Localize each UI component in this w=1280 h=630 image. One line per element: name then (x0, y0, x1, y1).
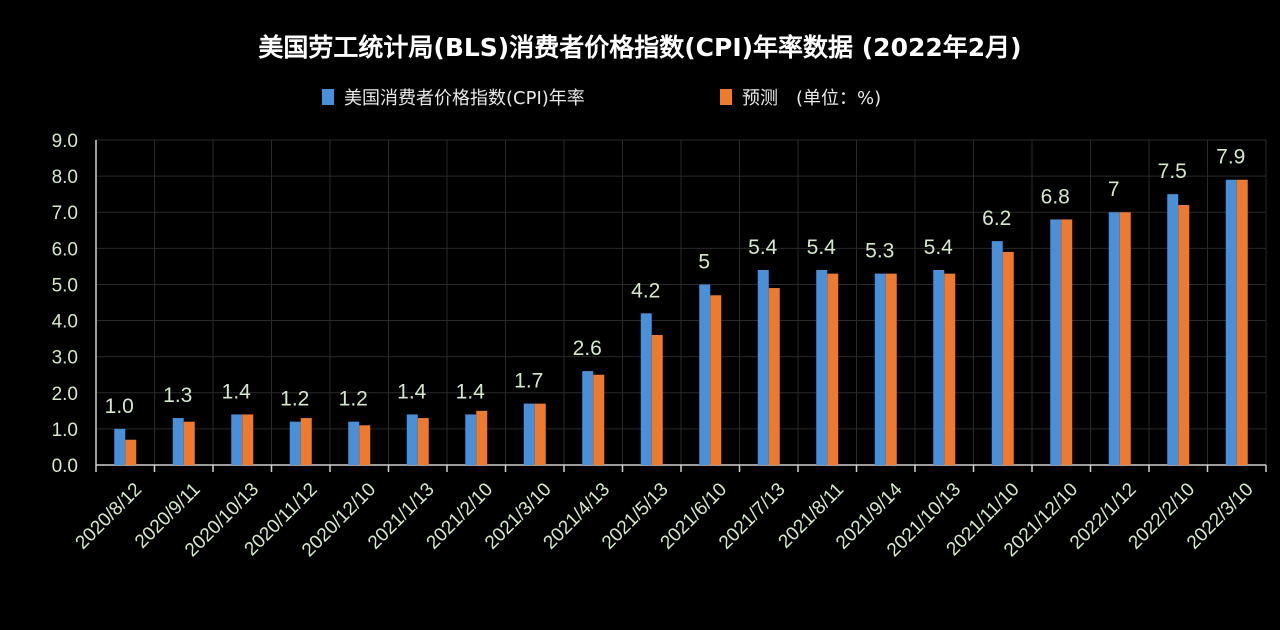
bar-forecast (183, 421, 195, 465)
y-tick-label: 8.0 (52, 167, 78, 188)
bar-forecast (359, 425, 371, 465)
data-label: 6.8 (1041, 185, 1070, 208)
data-label: 1.3 (163, 384, 192, 407)
bar-forecast (944, 273, 956, 465)
bar-forecast (1178, 205, 1190, 465)
data-label: 5.4 (748, 236, 778, 259)
bar-forecast (476, 410, 488, 465)
bar-cpi (991, 241, 1003, 465)
data-label: 5.4 (807, 236, 837, 259)
bar-cpi (757, 270, 769, 465)
bar-cpi (874, 273, 886, 465)
data-label: 5 (698, 250, 710, 273)
bar-forecast (1061, 219, 1073, 465)
y-tick-label: 7.0 (52, 203, 78, 224)
bar-cpi (1050, 219, 1062, 465)
bar-forecast (1002, 251, 1014, 465)
data-label: 4.2 (631, 279, 660, 302)
bar-cpi (1167, 194, 1179, 465)
y-tick-label: 5.0 (52, 275, 78, 296)
data-label: 1.4 (397, 380, 427, 403)
chart-title: 美国劳工统计局(BLS)消费者价格指数(CPI)年率数据 (2022年2月) (258, 33, 1022, 62)
y-tick-label: 4.0 (52, 312, 78, 333)
bar-cpi (933, 270, 945, 465)
bar-forecast (710, 295, 722, 465)
y-tick-label: 0.0 (52, 456, 78, 477)
data-label: 1.0 (105, 395, 134, 418)
bar-forecast (827, 273, 839, 465)
unit-note: (单位：%) (796, 88, 882, 109)
bar-cpi (582, 371, 594, 465)
bar-forecast (1236, 179, 1248, 465)
bar-cpi (114, 428, 126, 465)
data-label: 1.2 (280, 388, 309, 411)
legend-item-cpi: 美国消费者价格指数(CPI)年率 (322, 84, 585, 110)
bar-forecast (768, 288, 780, 465)
bar-cpi (523, 403, 535, 465)
data-label: 7 (1108, 178, 1120, 201)
bar-forecast (885, 273, 897, 465)
bar-forecast (125, 439, 137, 465)
data-label: 5.3 (865, 240, 894, 263)
bar-cpi (816, 270, 828, 465)
data-label: 1.7 (514, 370, 543, 393)
legend-item-forecast: 预测 (单位：%) (720, 84, 881, 110)
data-label: 1.4 (222, 380, 252, 403)
data-label: 7.9 (1216, 146, 1245, 169)
data-label: 1.4 (456, 380, 486, 403)
y-tick-label: 9.0 (52, 131, 78, 152)
bar-cpi (348, 421, 360, 465)
bar-forecast (534, 403, 546, 465)
bar-forecast (1119, 212, 1131, 465)
legend-label-forecast: 预测 (742, 88, 778, 109)
legend-swatch-cpi (322, 89, 334, 105)
y-tick-label: 3.0 (52, 348, 78, 369)
data-label: 5.4 (924, 236, 954, 259)
legend-label-cpi: 美国消费者价格指数(CPI)年率 (344, 88, 585, 109)
data-label: 1.2 (339, 388, 368, 411)
bar-forecast (242, 414, 254, 465)
bar-cpi (289, 421, 301, 465)
bar-cpi (465, 414, 477, 465)
bar-cpi (172, 418, 184, 465)
data-label: 2.6 (573, 337, 602, 360)
legend-swatch-forecast (720, 89, 732, 105)
y-tick-label: 1.0 (52, 420, 78, 441)
bar-cpi (699, 284, 711, 465)
bar-forecast (651, 335, 663, 465)
bar-forecast (593, 374, 605, 465)
bar-cpi (231, 414, 243, 465)
bar-cpi (640, 313, 652, 465)
y-tick-label: 6.0 (52, 239, 78, 260)
bar-forecast (417, 418, 429, 465)
y-tick-label: 2.0 (52, 384, 78, 405)
bar-cpi (1108, 212, 1120, 465)
bar-forecast (300, 418, 312, 465)
data-label: 6.2 (982, 207, 1011, 230)
bar-cpi (1225, 179, 1237, 465)
bar-cpi (406, 414, 418, 465)
data-label: 7.5 (1158, 160, 1187, 183)
